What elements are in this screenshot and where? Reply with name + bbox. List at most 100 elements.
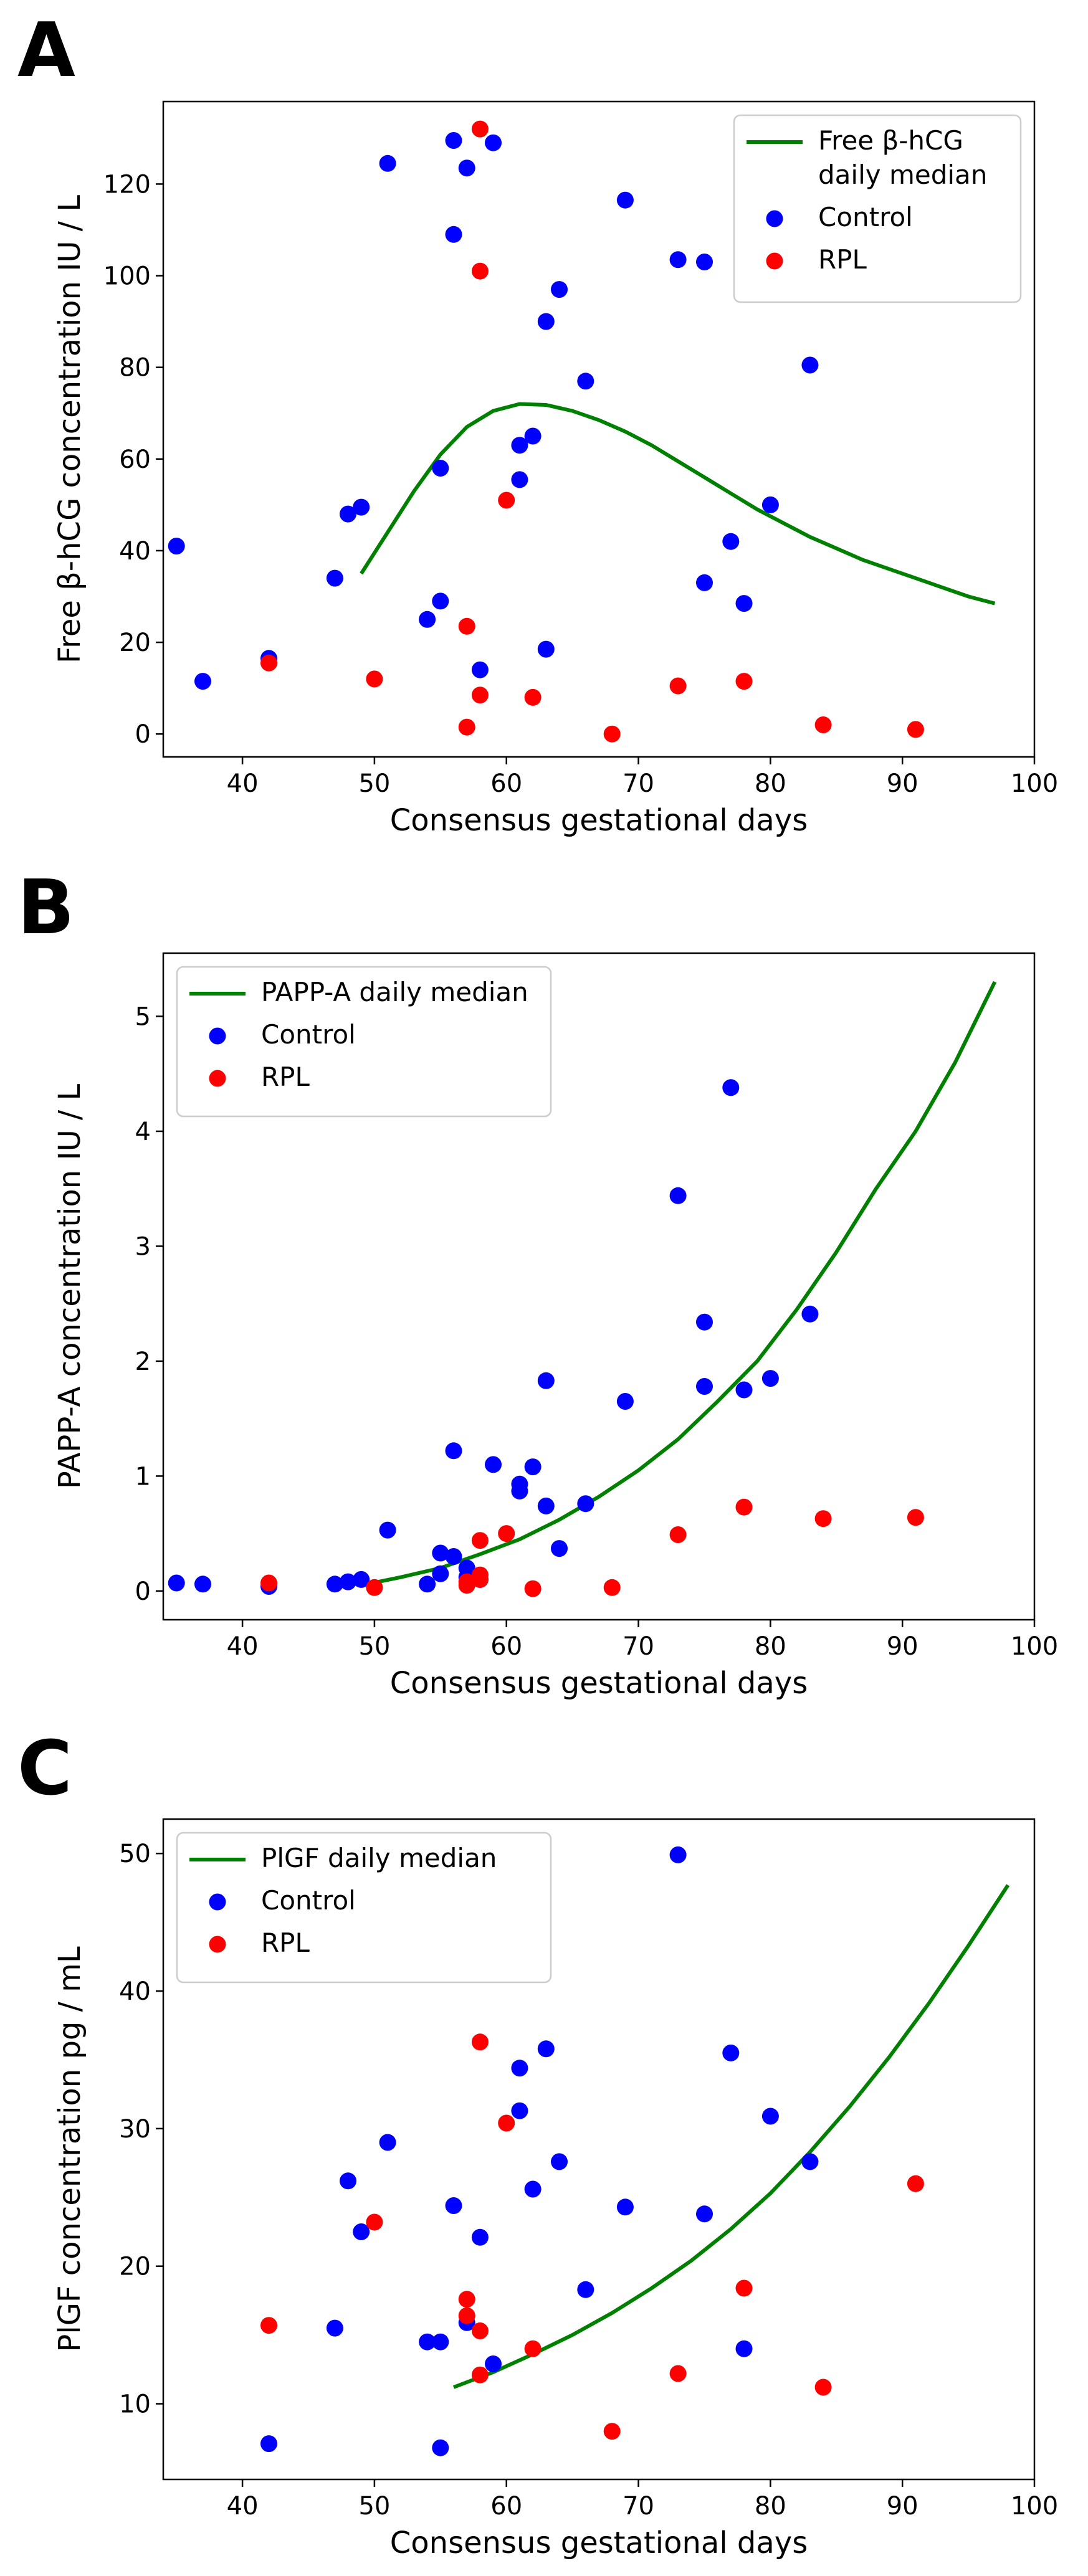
x-tick-label: 90 <box>887 2492 919 2521</box>
control-point <box>419 2333 436 2350</box>
x-tick-label: 50 <box>358 1632 390 1661</box>
y-tick-label: 30 <box>119 2115 151 2144</box>
legend-label-rpl: RPL <box>261 1927 310 1958</box>
y-tick-label: 80 <box>119 354 151 383</box>
control-point <box>445 1442 462 1460</box>
legend-marker-control <box>209 1027 226 1045</box>
control-point <box>696 2205 713 2223</box>
control-point <box>432 460 449 477</box>
x-tick-label: 70 <box>623 769 654 798</box>
control-point <box>432 592 449 610</box>
y-tick-label: 0 <box>135 720 151 749</box>
rpl-point <box>458 2307 475 2324</box>
control-point <box>379 1521 396 1539</box>
control-point <box>524 1458 542 1476</box>
legend-label-control: Control <box>261 1885 356 1916</box>
rpl-point <box>524 2340 542 2357</box>
control-point <box>669 251 687 269</box>
x-tick-label: 50 <box>358 769 390 798</box>
series-control <box>260 1846 819 2456</box>
control-point <box>458 1559 475 1577</box>
chart-panel-b: B 40 50 60 70 80 90 100 0 1 2 3 4 5 Consensus gestatio… <box>17 865 1058 1701</box>
legend-marker-rpl <box>209 1070 226 1087</box>
control-point <box>340 2172 356 2190</box>
x-axis-label: Consensus gestational days <box>390 2526 808 2560</box>
y-tick-label: 10 <box>119 2390 151 2419</box>
legend-label-papp-a-daily-median: PAPP-A daily median <box>261 977 528 1007</box>
legend-label-rpl: RPL <box>261 1062 310 1092</box>
rpl-point <box>735 1498 753 1516</box>
control-point <box>761 496 779 513</box>
control-point <box>537 1372 555 1389</box>
control-point <box>696 1378 713 1395</box>
rpl-point <box>669 1526 687 1543</box>
legend-label-control: Control <box>261 1019 356 1050</box>
rpl-point <box>366 1579 383 1596</box>
x-tick-label: 90 <box>887 769 919 798</box>
legend-label-control: Control <box>818 202 913 232</box>
y-tick-label: 50 <box>119 1840 151 1868</box>
legend-marker-control <box>209 1893 226 1911</box>
median-line <box>452 1884 1010 2389</box>
control-point <box>326 2319 343 2337</box>
rpl-point <box>260 2317 277 2334</box>
x-tick-label: 90 <box>887 1632 919 1661</box>
x-axis-label: Consensus gestational days <box>390 1666 808 1701</box>
control-point <box>326 569 343 587</box>
control-point <box>551 1540 568 1557</box>
control-point <box>616 1393 634 1410</box>
y-tick-label: 3 <box>135 1232 151 1261</box>
x-tick-label: 100 <box>1011 2492 1058 2521</box>
y-tick-label: 60 <box>119 445 151 474</box>
y-tick-label: 5 <box>135 1002 151 1031</box>
legend: PAPP-A daily median Control RPL <box>176 966 552 1118</box>
control-point <box>696 1313 713 1331</box>
control-point <box>485 1456 502 1473</box>
control-point <box>537 2040 555 2058</box>
control-point <box>511 437 528 454</box>
rpl-point <box>669 677 687 695</box>
rpl-point <box>498 1525 515 1542</box>
series-control <box>168 1079 819 1595</box>
control-point <box>669 1846 687 1863</box>
control-point <box>379 2134 396 2151</box>
y-tick-label: 2 <box>135 1347 151 1376</box>
control-point <box>432 2333 449 2350</box>
panel-letter: C <box>17 1726 72 1812</box>
control-point <box>445 132 462 149</box>
y-axis-label: PAPP-A concentration IU / L <box>52 1084 87 1490</box>
legend-label-rpl: RPL <box>818 244 867 275</box>
control-point <box>722 2044 740 2061</box>
rpl-point <box>471 2033 489 2051</box>
x-axis-label: Consensus gestational days <box>390 803 808 838</box>
rpl-point <box>907 721 924 738</box>
control-point <box>353 2223 370 2240</box>
rpl-point <box>471 120 489 138</box>
rpl-point <box>498 2114 515 2132</box>
rpl-point <box>458 2291 475 2308</box>
control-point <box>616 191 634 209</box>
rpl-point <box>907 2175 924 2192</box>
y-tick-label: 100 <box>103 262 151 291</box>
control-point <box>471 661 489 678</box>
rpl-point <box>524 688 542 706</box>
rpl-point <box>498 492 515 509</box>
control-point <box>419 1576 436 1593</box>
rpl-point <box>366 2213 383 2231</box>
legend-box <box>176 1832 552 1984</box>
x-tick-label: 40 <box>227 2492 259 2521</box>
control-point <box>485 2355 502 2372</box>
x-tick-label: 60 <box>490 769 522 798</box>
y-axis-label: Free β-hCG concentration IU / L <box>52 195 87 663</box>
control-point <box>445 1548 462 1565</box>
rpl-point <box>471 262 489 280</box>
x-tick-label: 80 <box>755 1632 786 1661</box>
control-point <box>696 254 713 270</box>
control-point <box>353 498 370 516</box>
control-point <box>537 1497 555 1514</box>
y-tick-label: 40 <box>119 1977 151 2006</box>
legend-marker-rpl <box>209 1936 226 1953</box>
control-point <box>168 538 185 555</box>
